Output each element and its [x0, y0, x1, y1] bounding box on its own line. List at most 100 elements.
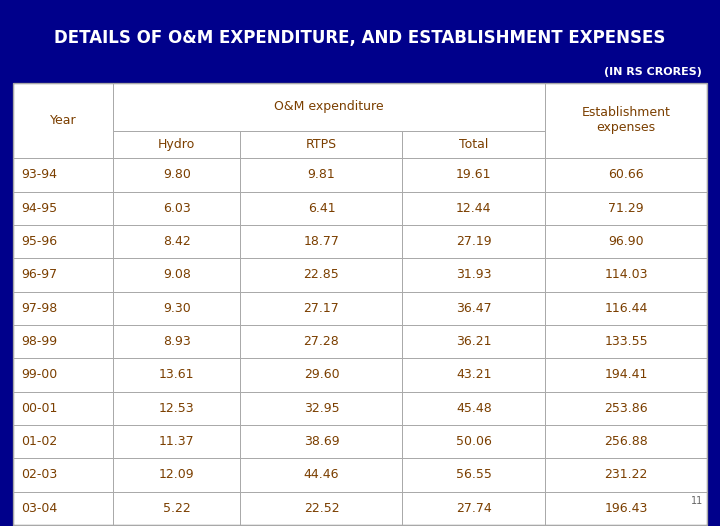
Bar: [545, 392, 707, 425]
Bar: [13, 358, 113, 392]
Bar: [545, 83, 707, 158]
Text: Hydro: Hydro: [158, 138, 195, 151]
Text: 11: 11: [691, 496, 703, 506]
Bar: [113, 425, 240, 458]
Bar: [402, 225, 545, 258]
Text: 03-04: 03-04: [21, 502, 57, 515]
Text: 27.17: 27.17: [304, 302, 339, 315]
Bar: [545, 258, 707, 291]
Bar: [240, 131, 402, 158]
Text: 256.88: 256.88: [604, 435, 648, 448]
Text: 133.55: 133.55: [604, 335, 648, 348]
Bar: [402, 291, 545, 325]
Bar: [402, 158, 545, 191]
Bar: [545, 291, 707, 325]
Text: Year: Year: [50, 114, 76, 127]
Bar: [13, 392, 113, 425]
Bar: [113, 358, 240, 392]
Text: 6.03: 6.03: [163, 202, 191, 215]
Text: 11.37: 11.37: [159, 435, 194, 448]
Bar: [545, 492, 707, 525]
Bar: [240, 358, 402, 392]
Text: 9.81: 9.81: [307, 168, 336, 181]
Text: (IN RS CRORES): (IN RS CRORES): [604, 67, 702, 77]
Bar: [240, 392, 402, 425]
Text: 9.80: 9.80: [163, 168, 191, 181]
Bar: [240, 225, 402, 258]
Text: DETAILS OF O&M EXPENDITURE, AND ESTABLISHMENT EXPENSES: DETAILS OF O&M EXPENDITURE, AND ESTABLIS…: [54, 29, 666, 47]
Text: 93-94: 93-94: [21, 168, 57, 181]
Bar: [240, 458, 402, 492]
Text: 94-95: 94-95: [21, 202, 57, 215]
Bar: [545, 158, 707, 191]
Bar: [402, 325, 545, 358]
Bar: [113, 131, 240, 158]
Bar: [545, 191, 707, 225]
Text: 97-98: 97-98: [21, 302, 57, 315]
Bar: [13, 258, 113, 291]
Bar: [113, 492, 240, 525]
Text: 19.61: 19.61: [456, 168, 492, 181]
Text: 18.77: 18.77: [304, 235, 339, 248]
Text: 43.21: 43.21: [456, 369, 492, 381]
Text: 00-01: 00-01: [21, 402, 58, 415]
Text: 56.55: 56.55: [456, 469, 492, 481]
Bar: [113, 458, 240, 492]
Text: 5.22: 5.22: [163, 502, 191, 515]
Text: 32.95: 32.95: [304, 402, 339, 415]
Bar: [113, 325, 240, 358]
Bar: [13, 158, 113, 191]
Bar: [240, 191, 402, 225]
Text: 231.22: 231.22: [604, 469, 648, 481]
Bar: [13, 492, 113, 525]
Bar: [13, 291, 113, 325]
Text: 02-03: 02-03: [21, 469, 57, 481]
Bar: [113, 258, 240, 291]
Text: 8.93: 8.93: [163, 335, 191, 348]
Bar: [240, 325, 402, 358]
Bar: [13, 83, 113, 158]
Bar: [113, 191, 240, 225]
Text: 22.85: 22.85: [304, 268, 339, 281]
Bar: [545, 458, 707, 492]
Bar: [545, 425, 707, 458]
Text: 96-97: 96-97: [21, 268, 57, 281]
Bar: [113, 83, 545, 131]
Text: 116.44: 116.44: [604, 302, 648, 315]
Text: 9.30: 9.30: [163, 302, 191, 315]
Text: 27.19: 27.19: [456, 235, 492, 248]
Bar: [240, 258, 402, 291]
Text: 98-99: 98-99: [21, 335, 57, 348]
Bar: [402, 131, 545, 158]
Bar: [402, 258, 545, 291]
Text: O&M expenditure: O&M expenditure: [274, 100, 384, 113]
Bar: [240, 291, 402, 325]
Text: 22.52: 22.52: [304, 502, 339, 515]
Text: 8.42: 8.42: [163, 235, 191, 248]
Text: Establishment
expenses: Establishment expenses: [582, 106, 670, 135]
Text: 38.69: 38.69: [304, 435, 339, 448]
Text: 12.09: 12.09: [159, 469, 194, 481]
Text: 194.41: 194.41: [604, 369, 648, 381]
Text: 96.90: 96.90: [608, 235, 644, 248]
Bar: [13, 191, 113, 225]
Text: 99-00: 99-00: [21, 369, 57, 381]
Text: 50.06: 50.06: [456, 435, 492, 448]
Bar: [402, 392, 545, 425]
Bar: [240, 158, 402, 191]
Bar: [545, 325, 707, 358]
Bar: [240, 492, 402, 525]
Text: 44.46: 44.46: [304, 469, 339, 481]
Bar: [13, 458, 113, 492]
Bar: [402, 458, 545, 492]
Bar: [402, 492, 545, 525]
Text: 31.93: 31.93: [456, 268, 492, 281]
Text: 9.08: 9.08: [163, 268, 191, 281]
Text: 27.28: 27.28: [304, 335, 339, 348]
Text: 45.48: 45.48: [456, 402, 492, 415]
Text: 36.47: 36.47: [456, 302, 492, 315]
Bar: [113, 225, 240, 258]
Bar: [113, 392, 240, 425]
Bar: [402, 191, 545, 225]
Bar: [545, 225, 707, 258]
